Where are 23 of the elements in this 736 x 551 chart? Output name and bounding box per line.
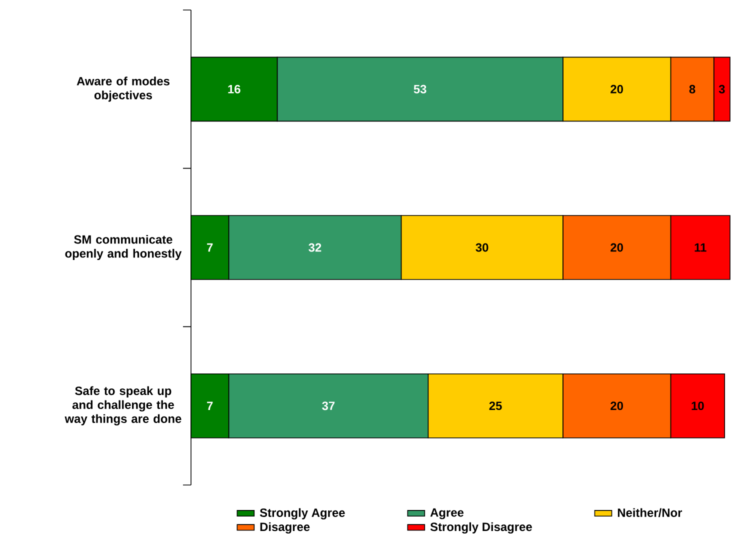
data-label: 37 [322,402,335,410]
legend-label: Strongly Agree [260,508,345,520]
data-label: 8 [689,84,696,94]
y-tick-label: Safe to speak up and challenge the way things are done [64,386,182,426]
y-tick-label: Aware of modes objectives [76,76,170,102]
data-label: 20 [610,243,623,252]
data-label: 30 [476,243,488,252]
y-tick-label: SM communicate openly and honestly [65,234,182,260]
legend-label: Neither/Nor [618,508,682,518]
data-label: 32 [308,243,322,252]
data-label: 16 [228,84,240,94]
legend-label: Agree [430,508,464,520]
data-label: 20 [610,84,623,94]
data-label: 10 [692,402,704,410]
data-label: 25 [489,402,502,410]
data-label: 53 [414,84,426,94]
data-label: 3 [718,84,725,94]
data-label: 11 [694,243,706,252]
data-label: 20 [610,402,623,410]
legend-label: Strongly Disagree [430,522,532,534]
data-label: 7 [207,243,213,252]
legend-label: Disagree [260,522,310,534]
data-label: 7 [207,402,213,410]
